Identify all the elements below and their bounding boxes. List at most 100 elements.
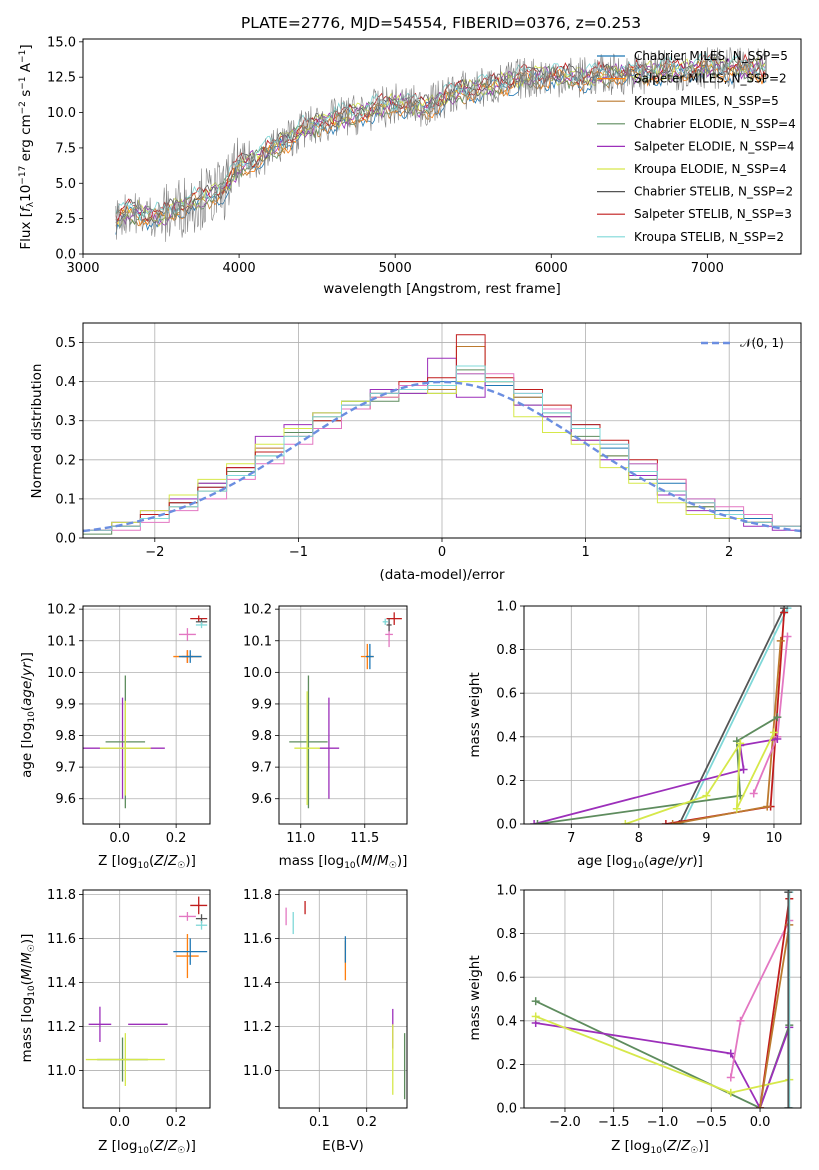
y-tick-label: 10.0 [243, 666, 272, 681]
legend-label: Salpeter STELIB, N_SSP=3 [634, 207, 792, 221]
mw-age-xlabel: age [log10(age/yr)] [577, 853, 703, 871]
panel-marks [85, 896, 208, 1086]
residual-xlabel: (data-model)/error [379, 567, 505, 583]
x-tick-label: 11.5 [350, 831, 379, 846]
mass-weight-marker [776, 636, 785, 645]
panel-ticks: 11.0 11.5 9.6 9.7 9.8 9.9 10.0 10.1 10.2 [243, 603, 379, 846]
mass-vs-ebv-panel: 0.1 0.2 11.0 11.2 11.4 11.6 11.8 [243, 888, 408, 1130]
y-tick-label: 10.2 [47, 603, 76, 618]
mass-weight-marker [726, 1073, 735, 1082]
y-tick-label: 0.2 [55, 453, 76, 468]
y-tick-label: 11.4 [47, 976, 76, 991]
errorbar-point [294, 691, 320, 806]
y-tick-label: 0.3 [55, 414, 76, 429]
legend-label: Kroupa ELODIE, N_SSP=4 [634, 162, 787, 176]
observed-spectrum-line [115, 47, 767, 242]
x-tick-label: 2 [725, 545, 733, 560]
x-tick-label: 5000 [379, 261, 412, 276]
y-tick-label: 9.9 [55, 697, 76, 712]
mass-weight-marker [668, 820, 677, 824]
y-tick-label: 9.8 [55, 729, 76, 744]
x-tick-label: 1 [581, 545, 589, 560]
y-tick-label: 10.1 [243, 634, 272, 649]
errorbar-point [382, 618, 388, 625]
y-tick-label: 9.7 [55, 761, 76, 776]
legend-label: Kroupa STELIB, N_SSP=2 [634, 230, 784, 244]
mass-weight-marker [531, 997, 540, 1006]
panel-marks [285, 901, 406, 1100]
massweight-vs-z-panel: −2.0 −1.5 −1.0 −0.5 0.0 0.0 0.2 0.4 0.6 0.8 1.0 [496, 884, 802, 1131]
y-tick-label: 10.2 [243, 603, 272, 618]
mw-z-xlabel: Z [log10(Z/Z☉)] [611, 1138, 709, 1156]
y-tick-label: 2.5 [55, 212, 76, 227]
mass-weight-line [535, 1022, 791, 1108]
errorbar-point [318, 697, 340, 799]
residual-marks [83, 334, 801, 535]
x-tick-label: −1.0 [647, 1115, 679, 1130]
x-tick-label: 0.0 [109, 831, 130, 846]
y-tick-label: 9.6 [251, 792, 272, 807]
y-tick-label: 11.0 [243, 1064, 272, 1079]
panel-ticks: 0.0 0.2 9.6 9.7 9.8 9.9 10.0 10.1 10.2 [47, 603, 186, 846]
y-tick-label: 9.8 [251, 729, 272, 744]
panel-grid [83, 606, 210, 824]
panel-ticks: 0.1 0.2 11.0 11.2 11.4 11.6 11.8 [243, 888, 377, 1130]
x-tick-label: 4000 [223, 261, 256, 276]
panel-ticks: 0.0 0.2 11.0 11.2 11.4 11.6 11.8 [47, 888, 186, 1130]
mass-weight-marker [783, 632, 792, 641]
x-tick-label: 0 [438, 545, 446, 560]
spectrum-marks [115, 47, 767, 242]
y-tick-label: 11.8 [243, 888, 272, 903]
mass-weight-line [533, 738, 778, 824]
errorbar-point [178, 628, 196, 641]
panel-marks [530, 606, 792, 824]
mass-weight-marker [756, 1104, 765, 1108]
age-vs-z-panel: 0.0 0.2 9.6 9.7 9.8 9.9 10.0 10.1 10.2 [47, 603, 211, 846]
mass-weight-line [681, 607, 789, 824]
spectrum-legend: Chabrier MILES, N_SSP=5 Salpeter MILES, N… [597, 49, 796, 244]
mass-weight-marker [621, 820, 630, 824]
y-tick-label: 11.6 [47, 932, 76, 947]
x-tick-label: 0.2 [166, 831, 187, 846]
y-tick-label: 0.1 [55, 492, 76, 507]
panel-marks [83, 615, 208, 809]
errorbar-point [366, 643, 374, 670]
errorbar-point [190, 896, 208, 915]
y-tick-label: 9.9 [251, 697, 272, 712]
age-mass-xlabel: mass [log10(M/M☉)] [279, 853, 408, 871]
legend-label: Chabrier STELIB, N_SSP=2 [634, 185, 793, 199]
y-tick-label: 1.0 [496, 600, 517, 615]
mass-weight-marker [784, 1104, 793, 1108]
mass-weight-marker [784, 890, 793, 897]
y-tick-label: 0.4 [55, 375, 76, 390]
spectrum-panel: PLATE=2776, MJD=54554, FIBERID=0376, z=0… [18, 14, 802, 297]
x-tick-label: 10 [766, 831, 783, 846]
panel-frame [523, 605, 802, 825]
panel-marks [289, 612, 402, 809]
x-tick-label: 0.2 [356, 1115, 377, 1130]
x-tick-label: −0.5 [695, 1115, 727, 1130]
y-tick-label: 0.0 [55, 248, 76, 263]
errorbar-point [178, 650, 202, 663]
legend-label: Salpeter ELODIE, N_SSP=4 [634, 139, 795, 153]
y-tick-label: 11.6 [243, 932, 272, 947]
massweight-vs-age-panel: 7 8 9 10 0.0 0.2 0.4 0.6 0.8 1.0 [496, 600, 802, 846]
mass-weight-marker [736, 1016, 745, 1025]
residual-step-line [83, 365, 801, 531]
y-tick-label: 1.0 [496, 884, 517, 899]
residual-lines [83, 334, 801, 535]
panel-grid [279, 890, 407, 1108]
y-tick-label: 5.0 [55, 177, 76, 192]
panel-ticks: −2.0 −1.5 −1.0 −0.5 0.0 0.0 0.2 0.4 0.6 0.8 1.0 [496, 884, 770, 1131]
x-tick-label: 0.1 [309, 1115, 330, 1130]
y-tick-label: 10.1 [47, 634, 76, 649]
y-tick-label: 11.2 [47, 1020, 76, 1035]
mass-weight-marker [780, 608, 789, 617]
y-tick-label: 12.5 [47, 71, 76, 86]
y-tick-label: 11.4 [243, 976, 272, 991]
mass-weight-marker [785, 1104, 794, 1108]
mass-weight-marker [533, 820, 542, 824]
errorbar-point [99, 700, 151, 796]
panel-grid [83, 890, 210, 1108]
age-vs-mass-panel: 11.0 11.5 9.6 9.7 9.8 9.9 10.0 10.1 10.2 [243, 603, 408, 846]
